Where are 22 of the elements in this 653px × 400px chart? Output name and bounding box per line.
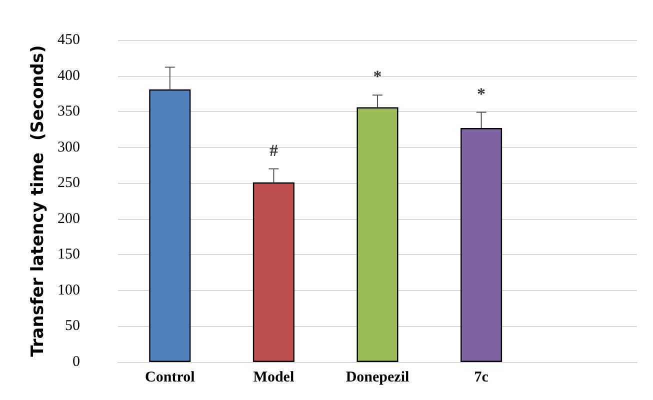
y-tick-label: 400 <box>58 68 80 84</box>
annotation: * <box>373 67 382 86</box>
y-tick-label: 50 <box>65 318 80 334</box>
x-tick-label: 7c <box>474 370 489 386</box>
y-tick-label: 0 <box>72 354 80 370</box>
y-tick-label: 350 <box>58 104 80 120</box>
annotation: # <box>269 140 278 160</box>
y-axis-title: Transfer latency time (Seconds) <box>28 45 48 357</box>
y-tick-label: 450 <box>58 32 80 48</box>
bar <box>356 107 398 362</box>
bar <box>460 128 502 362</box>
y-tick-label: 200 <box>58 210 80 227</box>
x-tick-label: Model <box>253 370 294 386</box>
y-tick-label: 300 <box>58 139 80 156</box>
bar <box>252 182 294 362</box>
y-tick-label: 150 <box>58 246 80 263</box>
y-tick-label: 250 <box>58 175 80 192</box>
x-tick-label: Donepezil <box>346 370 410 386</box>
bar <box>149 89 191 362</box>
y-tick-label: 100 <box>58 282 80 298</box>
annotation: * <box>477 84 486 104</box>
x-tick-label: Control <box>145 370 195 386</box>
